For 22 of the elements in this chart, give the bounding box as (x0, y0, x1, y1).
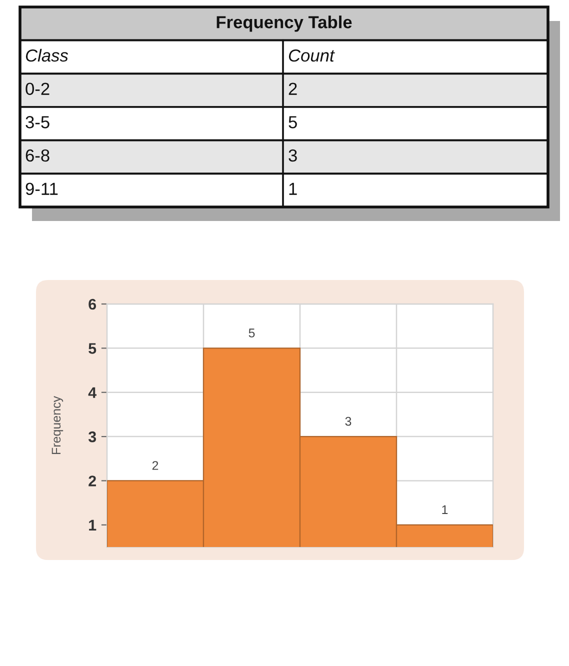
category-label: 3-5 (26, 116, 50, 128)
text: Class (26, 48, 68, 62)
data-label: 5 (288, 116, 297, 128)
data-label: 5 (248, 328, 255, 338)
y-tick-label: 1 (89, 520, 96, 530)
data-label: 2 (152, 461, 158, 470)
category-label: 9-11 (26, 182, 58, 195)
category-label: 0-2 (26, 82, 50, 95)
text: Count (288, 49, 335, 62)
y-axis-title: Frequency (52, 396, 64, 454)
data-label: 2 (288, 82, 297, 95)
y-tick-label: 3 (88, 431, 96, 442)
y-tick-label: 2 (88, 476, 96, 486)
y-tick-label: 6 (88, 298, 96, 310)
data-label: 1 (289, 182, 297, 195)
y-tick-label: 5 (88, 343, 96, 354)
text: Frequency Table (216, 16, 352, 32)
y-tick-label: 4 (88, 387, 96, 398)
data-label: 3 (345, 416, 352, 426)
data-label: 3 (288, 149, 297, 162)
category-label: 6-8 (26, 149, 50, 162)
data-label: 1 (442, 505, 448, 514)
